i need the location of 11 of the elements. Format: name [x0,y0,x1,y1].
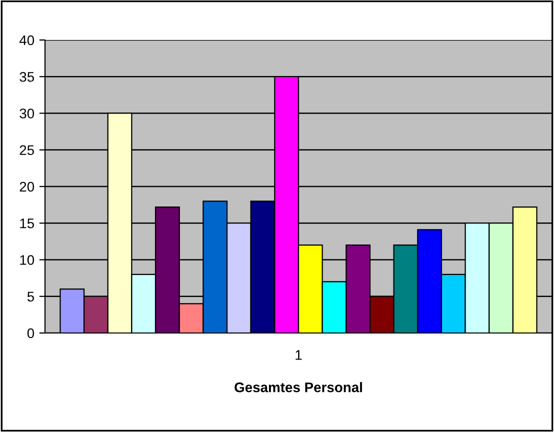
x-axis-title: Gesamtes Personal [234,382,362,392]
y-tick-label: 5 [27,292,34,302]
y-tick-label: 15 [20,218,34,228]
y-tick-label: 30 [20,108,34,118]
y-tick-label: 0 [27,328,34,338]
y-tick-label: 25 [20,145,34,156]
y-tick-label: 20 [20,182,34,192]
y-tick-label: 35 [20,72,34,82]
y-tick-label: 40 [19,35,34,46]
y-tick-label: 10 [20,255,34,265]
x-tick-label: 1 [296,350,302,360]
